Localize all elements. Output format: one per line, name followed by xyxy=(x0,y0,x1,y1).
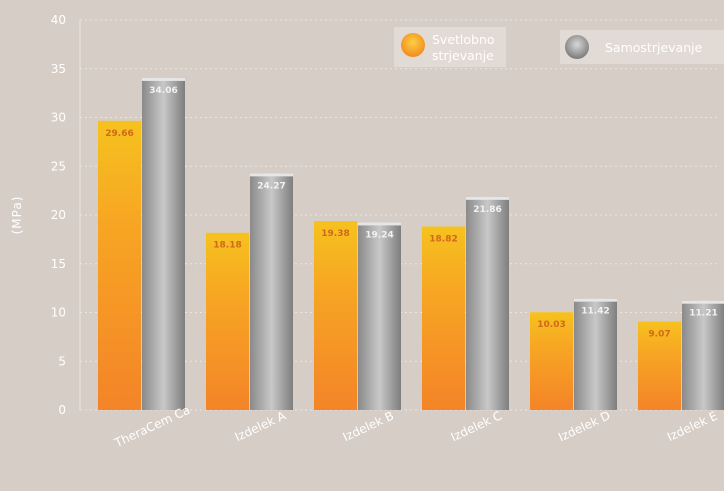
x-category-label: Izdelek B xyxy=(341,409,396,445)
data-label: 18.18 xyxy=(213,241,241,251)
y-tick-label: 35 xyxy=(51,62,66,76)
y-axis-ticks: 0 5 10 15 20 25 30 35 40 xyxy=(51,13,66,417)
y-axis-label: (MPa) xyxy=(10,196,24,235)
bar-cap xyxy=(574,298,617,302)
bar-svetlobno xyxy=(422,226,465,410)
data-label: 9.07 xyxy=(648,330,670,340)
legend: Svetlobno strjevanje Samostrjevanje xyxy=(394,27,724,67)
data-label: 18.82 xyxy=(429,235,457,245)
x-category-label: Izdelek A xyxy=(233,408,289,444)
data-label: 34.06 xyxy=(149,86,177,96)
y-tick-label: 30 xyxy=(51,111,66,125)
bar-samostrjevanje xyxy=(574,298,617,410)
bar-samostrjevanje xyxy=(250,173,293,410)
legend-swatch-orange xyxy=(401,33,425,57)
bar-cap xyxy=(142,77,185,81)
data-label: 10.03 xyxy=(537,320,565,330)
y-tick-label: 15 xyxy=(51,257,66,271)
bar-svetlobno xyxy=(530,312,573,410)
bar-samostrjevanje xyxy=(142,77,185,410)
legend-label-samostrjevanje: Samostrjevanje xyxy=(605,40,703,55)
y-tick-label: 5 xyxy=(58,354,66,368)
bar-samostrjevanje xyxy=(466,196,509,410)
bar-samostrjevanje xyxy=(358,222,401,410)
data-label: 19.24 xyxy=(365,230,393,240)
data-label: 19.38 xyxy=(321,229,349,239)
legend-label-line-1: Svetlobno xyxy=(432,32,495,47)
bar-cap xyxy=(682,300,724,304)
bar-svetlobno xyxy=(98,120,141,410)
data-label: 24.27 xyxy=(257,181,285,191)
x-category-label: Izdelek E xyxy=(665,409,720,444)
bar-svetlobno xyxy=(638,321,681,410)
y-tick-label: 0 xyxy=(58,403,66,417)
data-label: 29.66 xyxy=(105,129,133,139)
y-tick-label: 20 xyxy=(51,208,66,222)
y-tick-label: 40 xyxy=(51,13,66,27)
bar-cap xyxy=(250,173,293,177)
x-category-label: Izdelek D xyxy=(556,408,612,444)
bar-svetlobno xyxy=(206,232,249,410)
data-label: 11.21 xyxy=(689,309,717,319)
data-label: 21.86 xyxy=(473,205,501,215)
bar-svetlobno xyxy=(314,221,357,410)
bar-samostrjevanje xyxy=(682,300,724,410)
legend-swatch-gray xyxy=(565,35,589,59)
bar-cap xyxy=(466,196,509,200)
y-tick-label: 10 xyxy=(51,306,66,320)
legend-label-line-2: strjevanje xyxy=(432,48,494,63)
bars: 29.66 34.06 18.18 24.27 19.38 19.24 18.82 21.86… xyxy=(98,77,724,410)
bar-cap xyxy=(358,222,401,226)
data-label: 11.42 xyxy=(581,307,609,317)
y-tick-label: 25 xyxy=(51,159,66,173)
x-category-label: Izdelek C xyxy=(449,408,504,444)
